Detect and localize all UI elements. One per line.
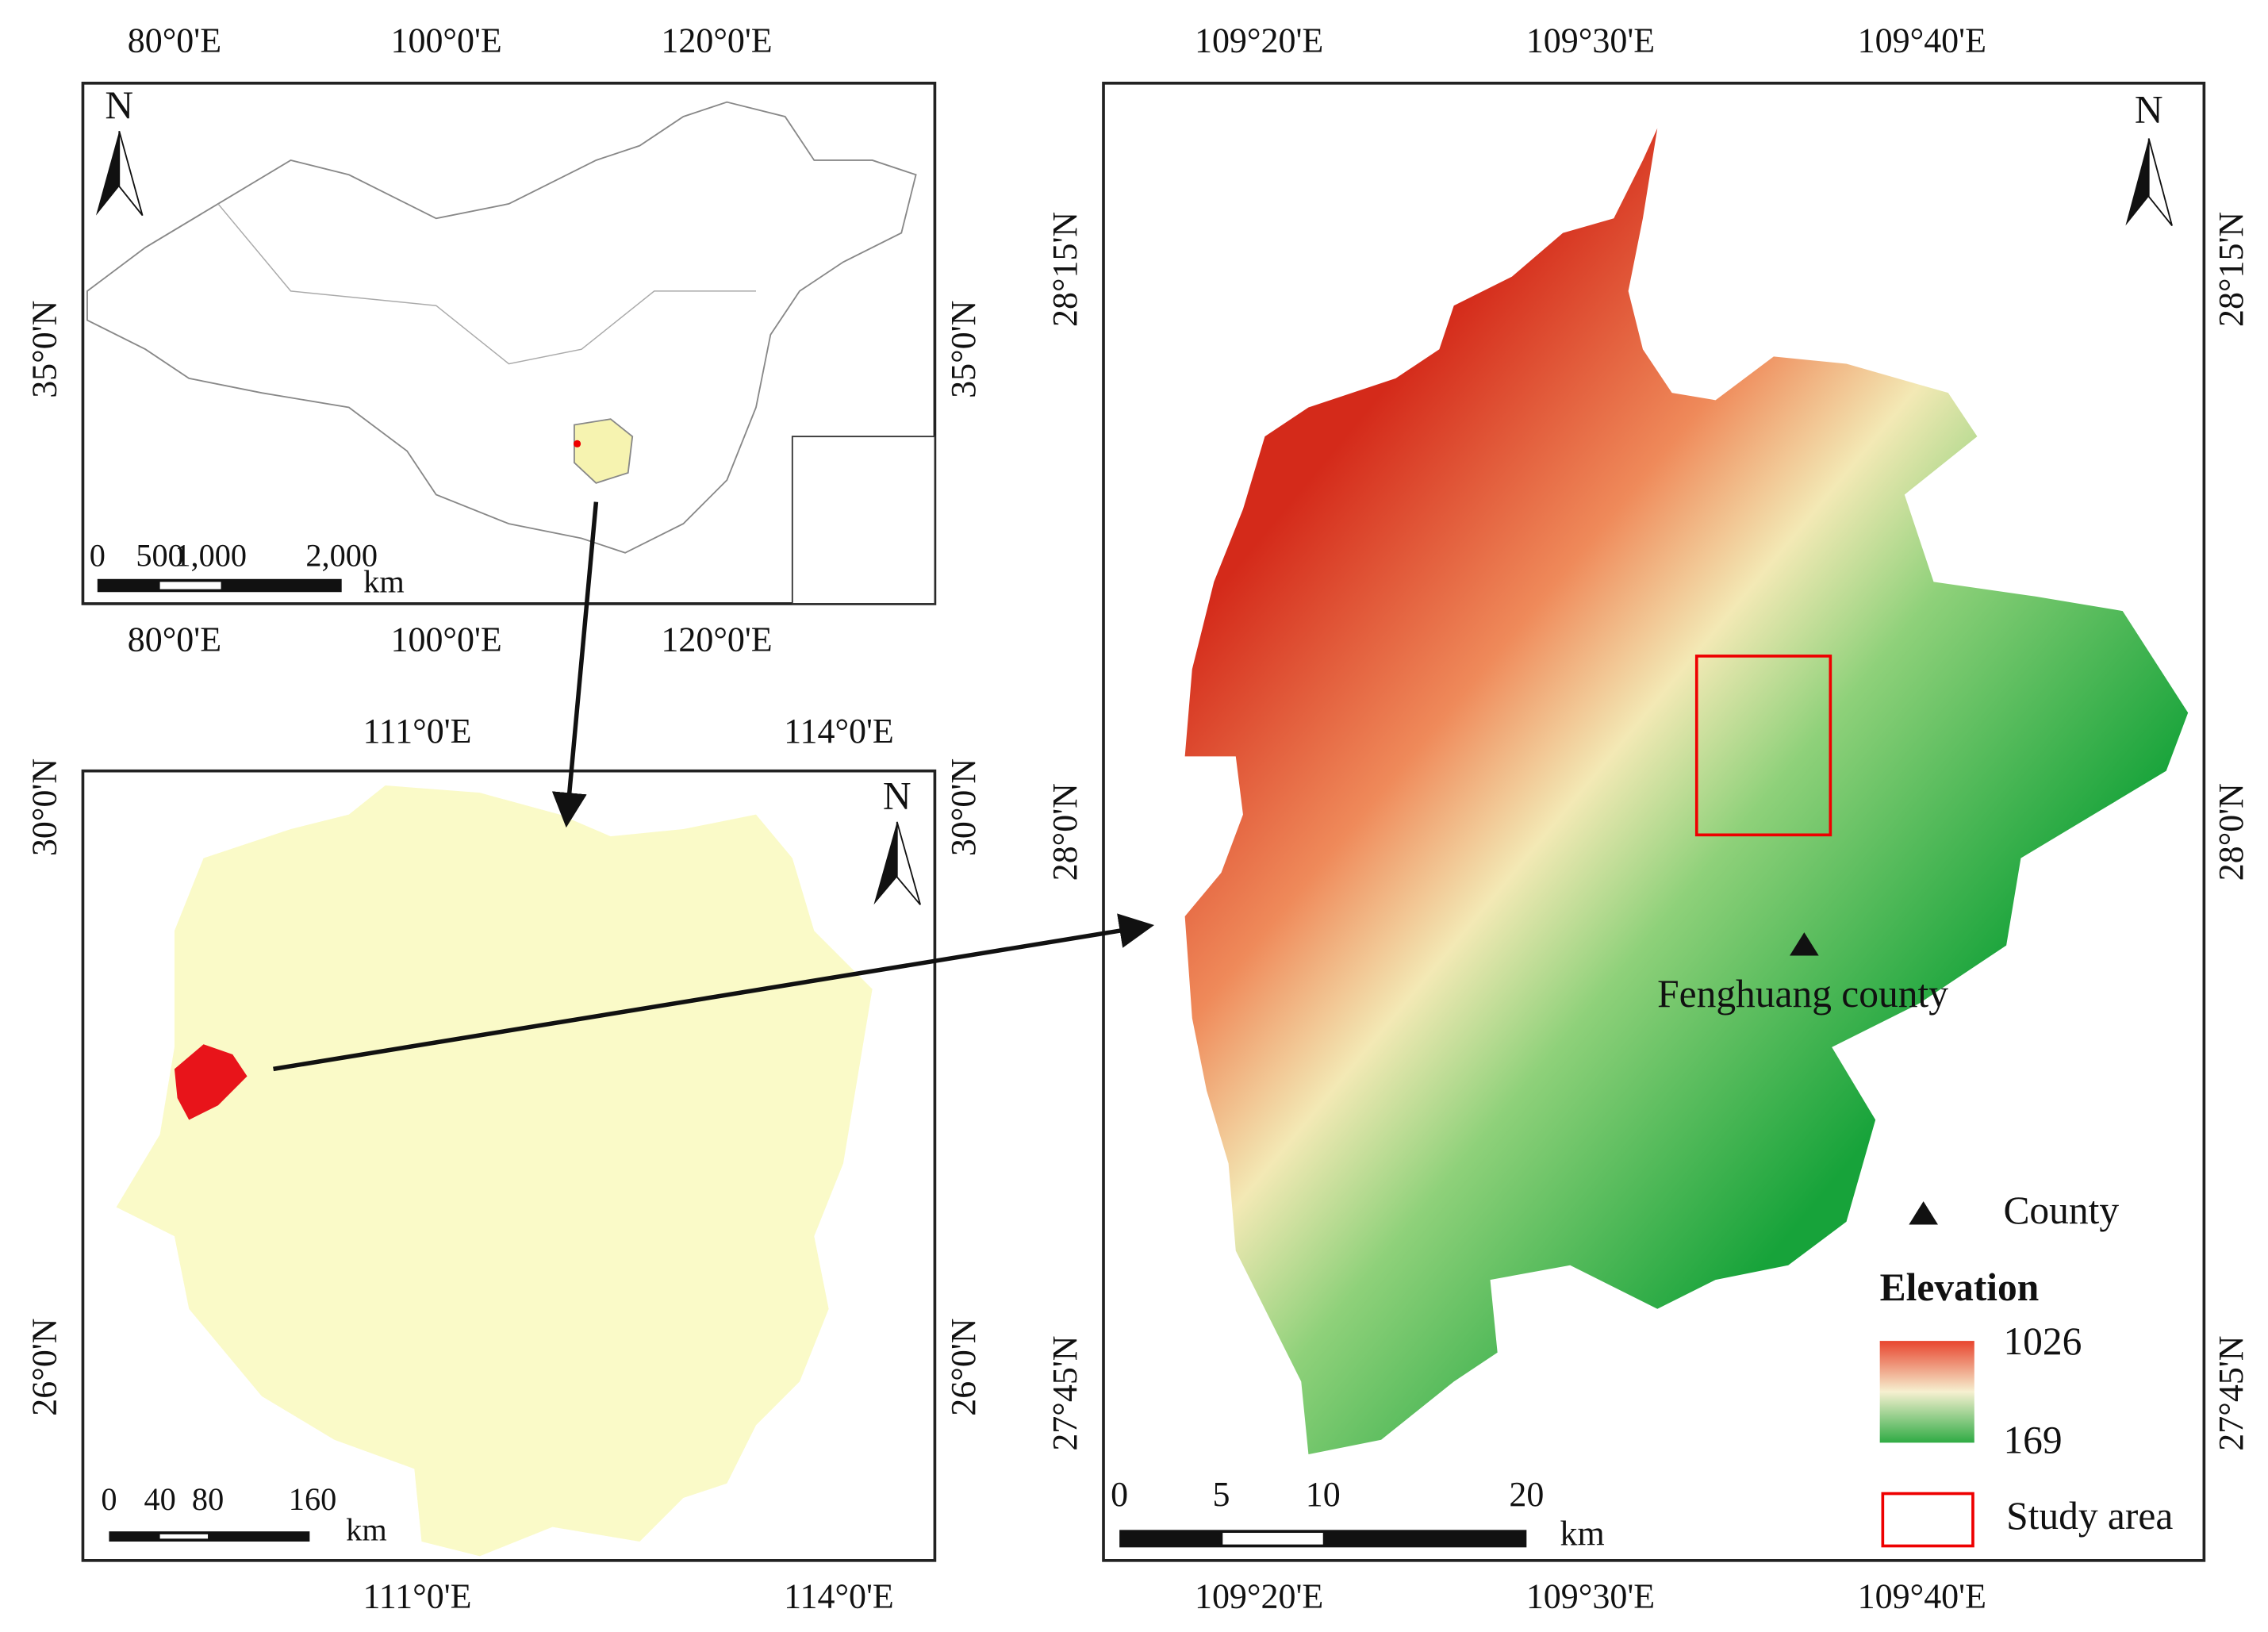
frame [1102,81,2206,1562]
scale-unit: km [363,563,405,599]
bottom-tick-label: 109°30'E [1526,1576,1655,1615]
legend-study-area-symbol [1881,1492,1974,1548]
arrow [551,501,599,828]
bottom-tick-label: 111°0'E [363,1576,471,1615]
north-label: N [2135,88,2163,132]
scale-unit: km [1560,1515,1604,1553]
elevation-map [1184,128,2189,1455]
north-arrow [896,821,921,905]
north-arrow [873,821,897,905]
scale-bar [159,582,221,589]
top-tick-label: 114°0'E [784,712,894,751]
scale-label: 2,000 [305,537,378,573]
left-tick-label: 26°0'N [25,1318,64,1415]
right-tick-label: 35°0'N [944,301,983,398]
legend-elevation-ramp [1879,1341,1974,1443]
province-lines [217,203,756,365]
scale-unit: km [346,1511,387,1547]
county-label: Fenghuang county [1657,972,1948,1016]
right-tick-label: 28°15'N [2212,212,2251,327]
inset-frame [791,436,936,605]
left-tick-label: 28°0'N [1046,783,1084,881]
legend-county-symbol [1909,1201,1938,1225]
left-tick-label: 30°0'N [25,758,64,856]
arrow [273,913,1155,1072]
legend-min: 169 [2003,1419,2062,1462]
right-tick-label: 26°0'N [944,1318,983,1415]
top-tick-label: 80°0'E [128,21,221,60]
top-tick-label: 109°40'E [1858,21,1986,60]
legend-county: County [2003,1188,2119,1232]
hunan-locator [573,418,634,484]
scale-bar [109,1531,310,1542]
left-tick-label: 27°45'N [1046,1335,1084,1450]
scale-bar [159,1534,209,1539]
left-tick-label: 28°15'N [1046,212,1084,327]
scale-label: 40 [144,1481,175,1517]
scale-label: 20 [1509,1475,1544,1514]
scale-label: 0 [90,537,106,573]
scale-label: 160 [289,1481,336,1517]
fenghuang-locator [573,440,581,447]
frame [81,81,937,605]
scale-label: 0 [101,1481,117,1517]
bottom-tick-label: 114°0'E [784,1576,894,1615]
legend-title: Elevation [1880,1265,2040,1309]
top-tick-label: 100°0'E [390,21,501,60]
top-tick-label: 109°30'E [1526,21,1655,60]
top-tick-label: 109°20'E [1195,21,1323,60]
scale-label: 1,000 [175,537,247,573]
scale-label: 10 [1306,1475,1341,1514]
scale-label: 0 [1111,1475,1128,1514]
bottom-tick-label: 120°0'E [661,620,772,659]
north-arrow [118,131,144,217]
legend-max: 1026 [2003,1319,2082,1363]
scale-label: 80 [192,1481,224,1517]
bottom-tick-label: 80°0'E [128,620,221,659]
county-marker [1790,932,1819,956]
north-label: N [105,83,133,127]
legend-study-area: Study area [2006,1494,2173,1538]
frame [81,769,937,1562]
country-outline [86,101,917,554]
north-arrow [2125,138,2149,226]
north-arrow [95,131,120,216]
top-tick-label: 111°0'E [363,712,471,751]
study-area [1694,655,1832,837]
scale-label: 500 [136,537,183,573]
right-tick-label: 30°0'N [944,758,983,856]
right-tick-label: 27°45'N [2212,1335,2251,1450]
bottom-tick-label: 109°40'E [1858,1576,1986,1615]
scale-label: 5 [1212,1475,1230,1514]
north-arrow [2147,138,2173,226]
fenghuang [174,1044,248,1120]
scale-bar [1222,1533,1323,1545]
top-tick-label: 120°0'E [661,21,772,60]
bottom-tick-label: 109°20'E [1195,1576,1323,1615]
left-tick-label: 35°0'N [25,301,64,398]
north-label: N [883,774,911,818]
bottom-tick-label: 100°0'E [390,620,501,659]
hunan [116,785,873,1557]
right-tick-label: 28°0'N [2212,783,2251,881]
